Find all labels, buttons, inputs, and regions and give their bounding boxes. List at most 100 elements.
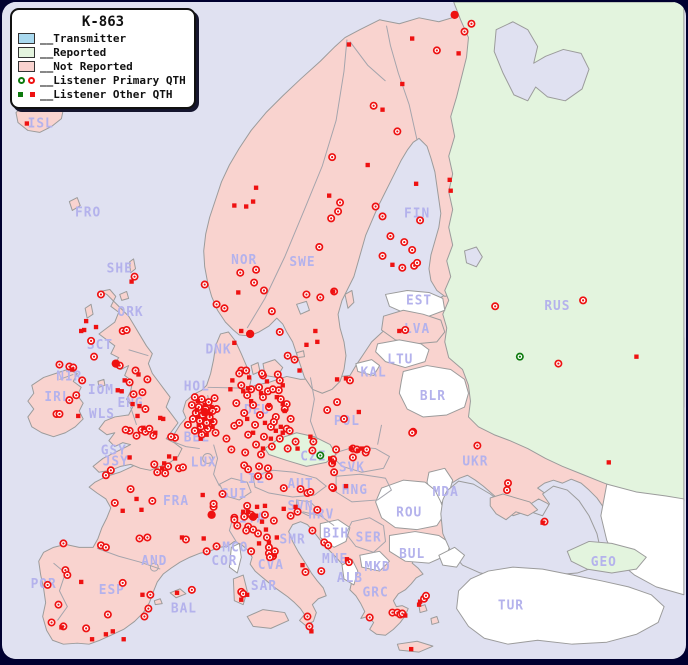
listener-other-point[interactable] [606,460,611,465]
listener-other-point[interactable] [246,375,252,380]
listener-other-point[interactable] [197,428,202,433]
listener-other-point[interactable] [540,520,545,525]
listener-other-point[interactable] [297,368,302,373]
listener-other-point[interactable] [210,424,215,430]
listener-other-point[interactable] [160,466,165,471]
listener-other-point[interactable] [308,434,313,439]
listener-other-point[interactable] [343,483,349,489]
listener-other-point[interactable] [208,411,213,417]
listener-other-point[interactable] [264,379,270,384]
listener-other-point[interactable] [141,425,146,430]
listener-other-point[interactable] [448,188,453,193]
listener-other-point[interactable] [93,324,99,330]
listener-other-point[interactable] [282,408,287,414]
listener-other-point[interactable] [273,428,279,433]
listener-other-point[interactable] [356,409,361,415]
listener-other-point[interactable] [228,387,233,392]
listener-other-point[interactable] [203,424,208,430]
listener-other-point[interactable] [230,378,235,383]
listener-other-point[interactable] [274,395,279,400]
listener-other-point[interactable] [258,391,264,396]
listener-other-point[interactable] [194,407,199,413]
listener-cluster-point[interactable] [111,359,120,368]
listener-other-point[interactable] [153,430,158,435]
listener-other-point[interactable] [115,388,120,393]
listener-other-point[interactable] [280,401,285,407]
listener-other-point[interactable] [122,378,127,383]
listener-other-point[interactable] [196,422,201,428]
listener-other-point[interactable] [70,367,75,372]
listener-other-point[interactable] [248,398,254,404]
listener-other-point[interactable] [179,535,185,540]
listener-other-point[interactable] [245,386,251,391]
listener-other-point[interactable] [260,446,266,451]
listener-other-point[interactable] [129,279,134,284]
listener-other-point[interactable] [110,629,115,634]
listener-other-point[interactable] [262,420,268,426]
listener-other-point[interactable] [254,504,260,510]
listener-other-point[interactable] [447,177,452,183]
listener-other-point[interactable] [344,557,350,562]
listener-other-point[interactable] [409,36,415,41]
listener-other-point[interactable] [295,446,300,451]
listener-other-point[interactable] [161,416,166,422]
listener-other-point[interactable] [245,592,250,597]
listener-other-point[interactable] [278,424,283,430]
listener-other-point[interactable] [198,436,203,441]
listener-other-point[interactable] [259,519,265,524]
listener-other-point[interactable] [327,193,332,198]
listener-other-point[interactable] [380,107,385,112]
listener-other-point[interactable] [127,455,132,460]
listener-other-point[interactable] [172,456,178,461]
listener-other-point[interactable] [137,403,142,409]
listener-other-point[interactable] [162,461,167,466]
listener-other-point[interactable] [201,536,206,541]
listener-other-point[interactable] [304,342,309,347]
listener-other-point[interactable] [245,416,250,422]
listener-other-point[interactable] [413,181,419,186]
listener-other-point[interactable] [280,430,285,435]
listener-other-point[interactable] [139,507,144,512]
listener-other-point[interactable] [200,492,205,498]
listener-other-point[interactable] [417,599,423,604]
listener-other-point[interactable] [250,430,256,435]
listener-other-point[interactable] [241,509,246,514]
listener-other-point[interactable] [24,121,30,126]
listener-other-point[interactable] [456,51,461,56]
listener-other-point[interactable] [245,509,251,514]
listener-other-point[interactable] [400,81,405,87]
listener-other-point[interactable] [89,637,95,642]
listener-other-point[interactable] [313,328,318,334]
listener-other-point[interactable] [355,448,361,453]
listener-other-point[interactable] [268,436,274,441]
listener-other-point[interactable] [79,579,84,585]
listener-other-point[interactable] [140,592,145,597]
listener-cluster-point[interactable] [450,10,459,19]
listener-other-point[interactable] [79,328,84,334]
listener-other-point[interactable] [293,504,298,510]
listener-other-point[interactable] [83,318,89,324]
listener-other-point[interactable] [281,506,286,512]
listener-other-point[interactable] [232,340,237,346]
listener-other-point[interactable] [239,597,244,602]
listener-cluster-point[interactable] [248,512,258,521]
listener-other-point[interactable] [239,328,244,334]
listener-other-point[interactable] [103,632,109,637]
listener-other-point[interactable] [263,527,269,532]
listener-other-point[interactable] [280,383,285,388]
listener-other-point[interactable] [166,454,172,459]
listener-other-point[interactable] [390,262,395,267]
listener-other-point[interactable] [253,185,259,190]
listener-other-point[interactable] [158,415,163,421]
listener-other-point[interactable] [204,432,209,437]
listener-other-point[interactable] [365,162,370,168]
listener-other-point[interactable] [120,508,125,513]
listener-other-point[interactable] [250,199,256,204]
listener-other-point[interactable] [634,354,639,359]
listener-other-point[interactable] [272,553,278,558]
listener-other-point[interactable] [241,389,246,394]
listener-other-point[interactable] [81,327,87,333]
listener-other-point[interactable] [334,377,340,382]
